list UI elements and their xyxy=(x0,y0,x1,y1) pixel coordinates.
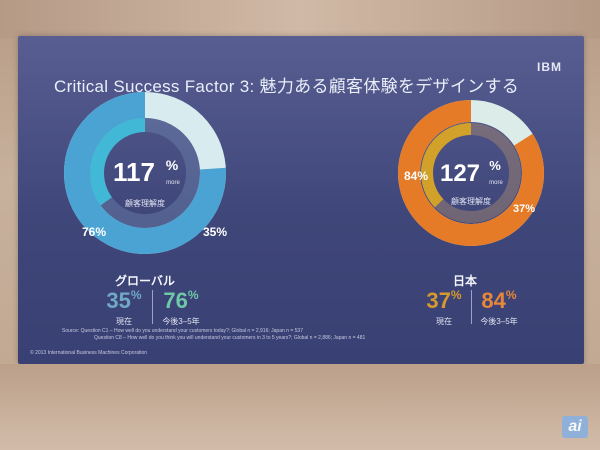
global-future-unit: % xyxy=(187,288,199,302)
japan-future-label: 今後3–5年 xyxy=(480,317,518,326)
japan-center-label: 顧客理解度 xyxy=(451,196,491,206)
global-center-label: 顧客理解度 xyxy=(125,198,165,208)
global-current-label: 現在 xyxy=(116,317,132,326)
room-wall xyxy=(0,0,600,38)
global-future-label: 今後3–5年 xyxy=(162,317,200,326)
japan-divider xyxy=(471,290,472,324)
japan-current-number: 37 xyxy=(426,288,451,313)
japan-outer-ring-value xyxy=(398,100,544,246)
source-note: Source: Question C1 – How well do you un… xyxy=(62,328,442,342)
source-line-1: Source: Question C1 – How well do you un… xyxy=(62,328,303,334)
japan-current-unit: % xyxy=(450,288,462,302)
japan-future-value: 84% xyxy=(474,288,524,314)
global-outer-label: 76% xyxy=(82,225,106,239)
japan-future-unit: % xyxy=(505,288,517,302)
global-current-unit: % xyxy=(130,288,142,302)
japan-center-value: 127 xyxy=(440,160,480,187)
japan-future-number: 84 xyxy=(481,288,506,313)
source-line-2: Question C8 – How well do you think you … xyxy=(94,335,366,341)
japan-center-unit: % xyxy=(489,158,501,173)
ibm-logo: IBM xyxy=(537,60,562,74)
watermark-logo: ai xyxy=(562,416,588,438)
global-center-unit: % xyxy=(166,157,179,173)
global-outer-ring-value xyxy=(64,92,226,254)
global-region-label: グローバル xyxy=(115,274,175,288)
global-inner-ring-value xyxy=(90,118,200,228)
global-center-more: more xyxy=(166,180,180,186)
global-donut-chart: 117 % more 顧客理解度 76% 35% xyxy=(64,92,227,254)
global-future-value: 76% xyxy=(156,288,206,314)
global-divider xyxy=(152,290,153,324)
copyright-note: © 2013 International Business Machines C… xyxy=(30,350,148,356)
japan-current-label: 現在 xyxy=(436,317,452,326)
japan-inner-ring-value xyxy=(421,123,521,223)
global-inner-label: 35% xyxy=(203,225,227,239)
japan-current-value: 37% xyxy=(422,288,466,314)
japan-center-more: more xyxy=(489,180,503,186)
japan-region-label: 日本 xyxy=(452,274,477,288)
presentation-slide: Critical Success Factor 3: 魅力ある顧客体験をデザイン… xyxy=(18,36,584,364)
global-current-number: 35 xyxy=(106,288,131,313)
global-future-number: 76 xyxy=(163,288,188,313)
japan-outer-label: 84% xyxy=(404,169,428,183)
japan-donut-chart: 127 % more 顧客理解度 84% 37% xyxy=(398,100,544,246)
global-current-value: 35% xyxy=(102,288,146,314)
global-center-value: 117 xyxy=(113,157,155,187)
japan-inner-label: 37% xyxy=(513,203,535,215)
slide-title: Critical Success Factor 3: 魅力ある顧客体験をデザイン… xyxy=(54,77,520,96)
room-floor xyxy=(0,364,600,450)
